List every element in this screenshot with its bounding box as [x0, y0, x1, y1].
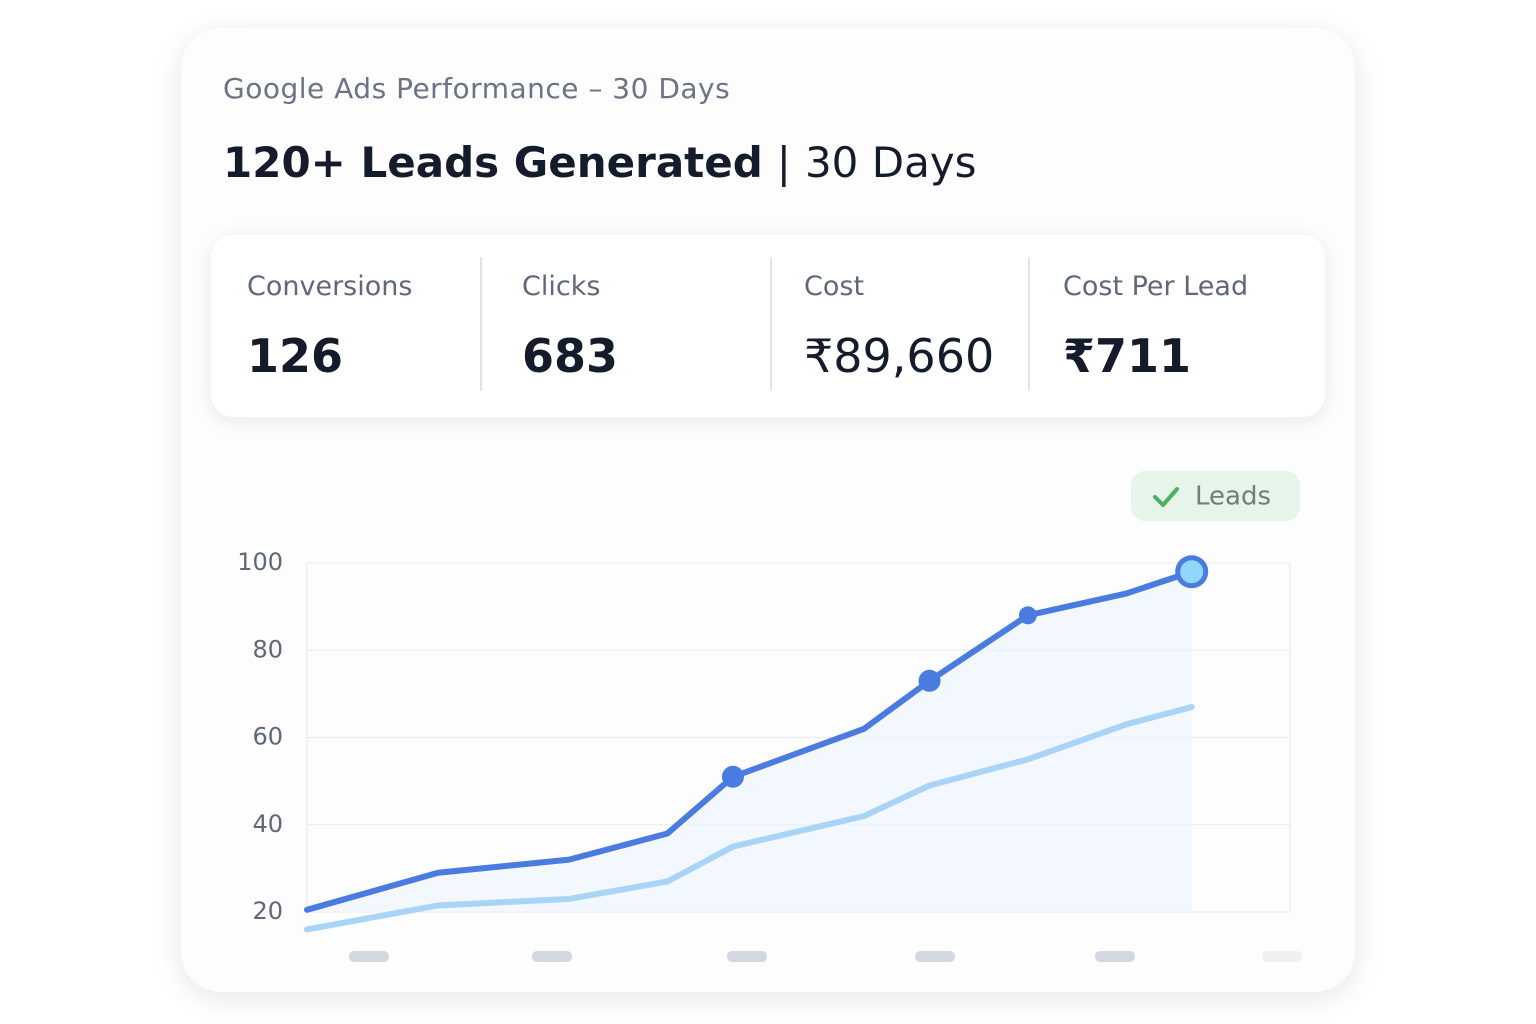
x-placeholder	[532, 951, 572, 962]
y-tick-label: 40	[252, 810, 283, 838]
divider	[770, 257, 772, 391]
x-placeholder	[349, 951, 389, 962]
title-suffix: 30 Days	[804, 138, 977, 187]
point	[918, 669, 941, 692]
divider	[1028, 257, 1030, 391]
separator: |	[776, 138, 791, 187]
x-placeholder	[1262, 951, 1302, 962]
x-placeholder	[727, 951, 767, 962]
legend-label: Leads	[1195, 482, 1271, 512]
point	[1018, 606, 1037, 625]
metric-value: 126	[247, 329, 344, 383]
headline: 120+ Leads Generated | 30 Days	[223, 138, 977, 187]
y-tick-label: 80	[252, 635, 283, 663]
legend-check	[1153, 487, 1179, 507]
y-tick-label: 20	[252, 897, 283, 925]
point	[721, 765, 744, 788]
subtitle: Google Ads Performance – 30 Days	[223, 72, 731, 105]
metric-label: Clicks	[522, 271, 601, 302]
metric-value: ₹711	[1063, 329, 1192, 383]
y-tick-label: 100	[237, 548, 283, 576]
line	[304, 703, 1195, 933]
y-tick-label: 60	[252, 723, 283, 751]
metric-value: ₹89,660	[804, 329, 995, 383]
divider	[480, 257, 482, 391]
metric-label: Conversions	[247, 271, 413, 302]
area	[307, 571, 1192, 912]
highlight-point	[1175, 555, 1209, 589]
title: 120+ Leads Generated	[223, 138, 763, 187]
line	[304, 568, 1195, 913]
x-axis-placeholders	[349, 951, 1302, 962]
metric-label: Cost	[804, 271, 865, 302]
metric-label: Cost Per Lead	[1063, 271, 1249, 302]
legend	[1131, 471, 1300, 521]
x-placeholder	[915, 951, 955, 962]
metrics-panel: Conversions 126 Clicks 683 Cost ₹89,660 Cos…	[211, 235, 1325, 417]
x-placeholder	[1095, 951, 1135, 962]
metric-value: 683	[522, 329, 619, 383]
